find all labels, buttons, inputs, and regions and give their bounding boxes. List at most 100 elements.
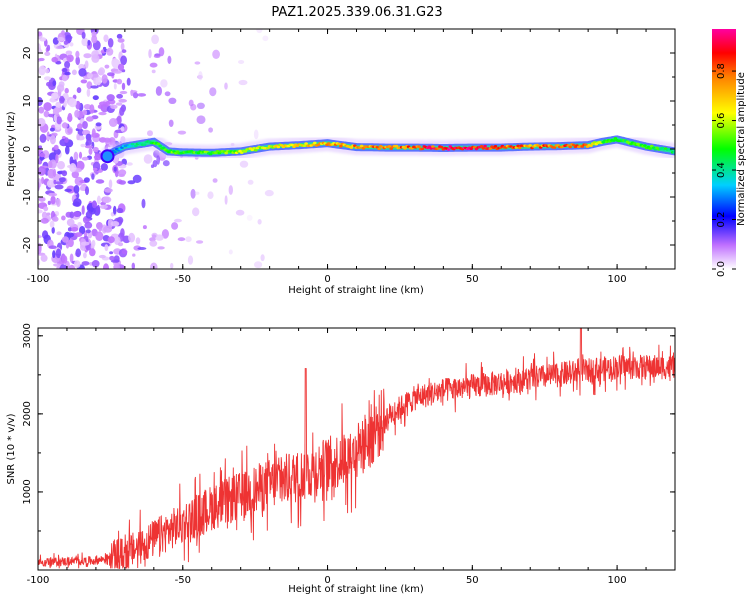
trace-core	[337, 142, 341, 146]
noise-blob	[177, 237, 186, 242]
noise-blob	[49, 127, 55, 132]
noise-blob	[117, 38, 125, 43]
trace-core	[389, 147, 394, 150]
noise-blob	[56, 84, 65, 92]
noise-blob	[132, 92, 139, 99]
noise-blob	[98, 111, 107, 116]
noise-blob	[121, 82, 126, 91]
noise-blob	[107, 38, 114, 48]
noise-blob	[235, 209, 245, 216]
y-tick-label: 0	[22, 146, 33, 152]
noise-blob	[171, 222, 179, 230]
noise-blob	[83, 53, 92, 59]
x-tick-label: -50	[175, 274, 191, 285]
noise-blob	[98, 227, 103, 232]
noise-blob	[77, 123, 83, 130]
noise-blob	[116, 33, 123, 39]
noise-blob	[107, 72, 115, 77]
noise-blob	[152, 160, 158, 168]
noise-blob	[64, 71, 71, 76]
noise-blob	[113, 83, 117, 90]
noise-blob	[80, 241, 90, 246]
noise-blob	[177, 130, 187, 135]
noise-blob	[78, 151, 83, 159]
noise-blob	[38, 166, 46, 176]
noise-blob	[81, 156, 89, 161]
noise-blob	[82, 109, 88, 116]
noise-blob	[75, 56, 80, 66]
noise-blob	[158, 47, 165, 57]
noise-blob	[79, 225, 86, 235]
noise-blob	[121, 249, 128, 255]
trace-core	[302, 144, 307, 147]
trace-core	[130, 142, 135, 146]
noise-blob	[44, 51, 51, 57]
noise-blob	[102, 137, 112, 143]
noise-blob	[51, 92, 59, 100]
noise-blob	[105, 100, 111, 107]
noise-blob	[73, 198, 82, 207]
colorbar-label: Normalized spectral amplitude	[736, 72, 747, 226]
noise-blob	[85, 210, 93, 219]
y-tick-label: 2000	[22, 401, 33, 426]
noise-blob	[53, 144, 59, 151]
noise-blob	[71, 170, 80, 179]
noise-blob	[168, 119, 174, 128]
noise-blob	[50, 195, 56, 205]
noise-blob	[85, 186, 89, 196]
noise-blob	[102, 196, 112, 203]
noise-blob	[207, 191, 214, 199]
noise-blob	[69, 163, 77, 173]
noise-blob	[91, 173, 95, 180]
noise-blob	[91, 35, 98, 44]
trace-core	[290, 143, 295, 147]
trace-core	[589, 144, 593, 148]
noise-blob	[262, 35, 269, 42]
noise-blob	[100, 163, 108, 171]
trace-core	[429, 147, 434, 150]
noise-blob	[48, 192, 58, 197]
noise-blob	[247, 179, 254, 185]
x-tick-label: 0	[324, 274, 330, 285]
snr-series-line	[38, 328, 675, 569]
noise-blob	[61, 30, 65, 36]
noise-blob	[74, 232, 83, 238]
noise-blob	[57, 161, 65, 170]
noise-blob	[46, 212, 51, 216]
noise-blob	[238, 60, 245, 64]
noise-blob	[107, 236, 115, 244]
trace-core	[568, 145, 572, 149]
noise-blob	[148, 49, 152, 59]
noise-blob	[55, 101, 62, 109]
noise-blob	[59, 264, 68, 269]
noise-blob	[80, 143, 86, 148]
y-tick-label: 20	[22, 47, 33, 60]
noise-blob	[194, 61, 201, 65]
noise-blob	[95, 179, 105, 184]
noise-blob	[173, 218, 182, 223]
noise-blob	[209, 87, 217, 97]
noise-blob	[53, 148, 61, 156]
noise-blob	[46, 44, 51, 52]
y-tick-label: 3000	[22, 323, 33, 348]
trace-core	[417, 145, 421, 148]
noise-blob	[86, 88, 91, 97]
noise-blob	[41, 211, 48, 219]
trace-core	[313, 141, 317, 145]
trace-core	[243, 150, 248, 153]
noise-blob	[155, 234, 164, 241]
colorbar-tick-label: 0.6	[716, 113, 727, 129]
colorbar-tick-label: 0.0	[716, 261, 727, 277]
trace-core	[377, 147, 381, 151]
noise-blob	[111, 259, 120, 263]
colorbar-ticks: 0.0 0.2 0.4 0.6 0.8	[712, 63, 736, 277]
noise-blob	[116, 78, 123, 85]
noise-blob	[131, 262, 135, 269]
noise-blob	[137, 247, 147, 250]
noise-blob	[68, 98, 77, 108]
noise-blob	[151, 69, 156, 74]
trace-core	[483, 144, 487, 148]
trace-core	[359, 144, 364, 148]
noise-blob	[91, 128, 96, 138]
